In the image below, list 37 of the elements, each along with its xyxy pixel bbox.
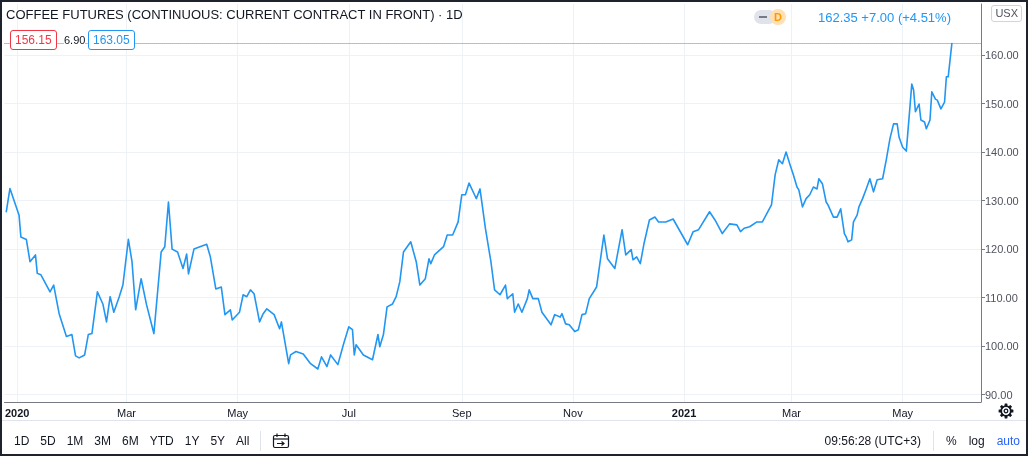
x-tick-label: May (227, 406, 249, 419)
annotation: 162.35 +7.00 (+4.51%) (818, 10, 951, 25)
y-tick-label: 130.00 (985, 194, 1019, 207)
x-tick-label: Mar (117, 406, 137, 419)
text: 3M (94, 434, 112, 448)
text: 5D (40, 434, 56, 448)
text: log (968, 434, 985, 448)
text: 1D (14, 434, 30, 448)
text: All (236, 434, 250, 448)
y-tick-label: 100.00 (985, 340, 1019, 353)
chart-title: COFFEE FUTURES (CONTINUOUS: CURRENT CONTRACT IN FRONT) · 1D (6, 7, 463, 22)
x-tick-label: Mar (782, 406, 802, 419)
y-tick-label: 120.00 (985, 243, 1019, 256)
annotation: D (770, 9, 786, 25)
x-tick-label: 2020 (4, 406, 30, 419)
y-tick-label: 140.00 (985, 146, 1019, 159)
x-tick-label: Sep (451, 406, 472, 419)
x-tick-label: May (892, 406, 914, 419)
text: auto (996, 434, 1020, 448)
y-axis-title: USX (991, 5, 1022, 22)
y-tick-label: 150.00 (985, 97, 1019, 110)
annotation: 163.05 (88, 30, 135, 50)
text: 1Y (184, 434, 200, 448)
text: % (945, 434, 957, 448)
text: 1M (66, 434, 84, 448)
text: 5Y (210, 434, 226, 448)
y-tick-label: 90.00 (985, 388, 1013, 401)
text: YTD (149, 434, 174, 448)
text: 09:56:28 (UTC+3) (824, 434, 921, 448)
annotation: 6.90 (64, 34, 86, 46)
y-tick-label: 160.00 (985, 48, 1019, 61)
x-tick-label: Jul (341, 406, 356, 419)
text: 6M (122, 434, 139, 448)
annotation: 156.15 (10, 30, 57, 50)
x-tick-label: Nov (563, 406, 584, 419)
y-tick-label: 110.00 (985, 291, 1018, 304)
x-tick-label: 2021 (671, 406, 697, 419)
